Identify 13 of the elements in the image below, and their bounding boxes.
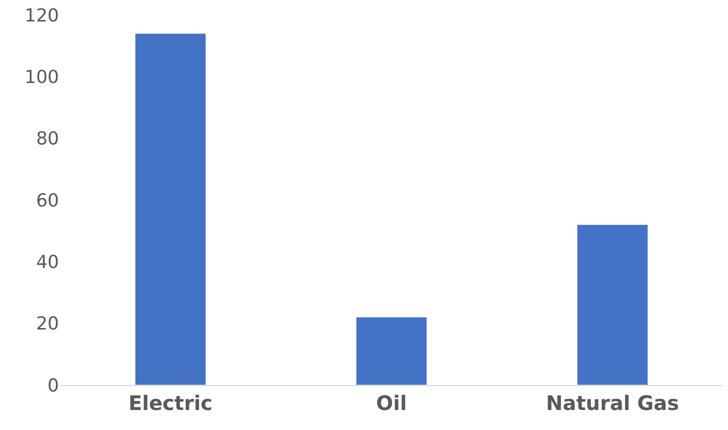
y-tick-label: 100 [24, 66, 59, 88]
y-tick-label: 0 [48, 375, 59, 396]
x-tick-label: Electric [128, 391, 213, 415]
x-tick-label: Natural Gas [546, 391, 680, 415]
y-tick-label: 120 [24, 5, 59, 26]
bar [356, 316, 428, 385]
y-tick-label: 60 [36, 190, 59, 212]
y-tick-label: 80 [36, 128, 59, 150]
x-tick-label: Oil [376, 391, 407, 415]
bar [134, 33, 206, 385]
bar [576, 224, 648, 385]
y-tick-label: 20 [36, 314, 59, 335]
y-tick-label: 40 [36, 252, 59, 273]
